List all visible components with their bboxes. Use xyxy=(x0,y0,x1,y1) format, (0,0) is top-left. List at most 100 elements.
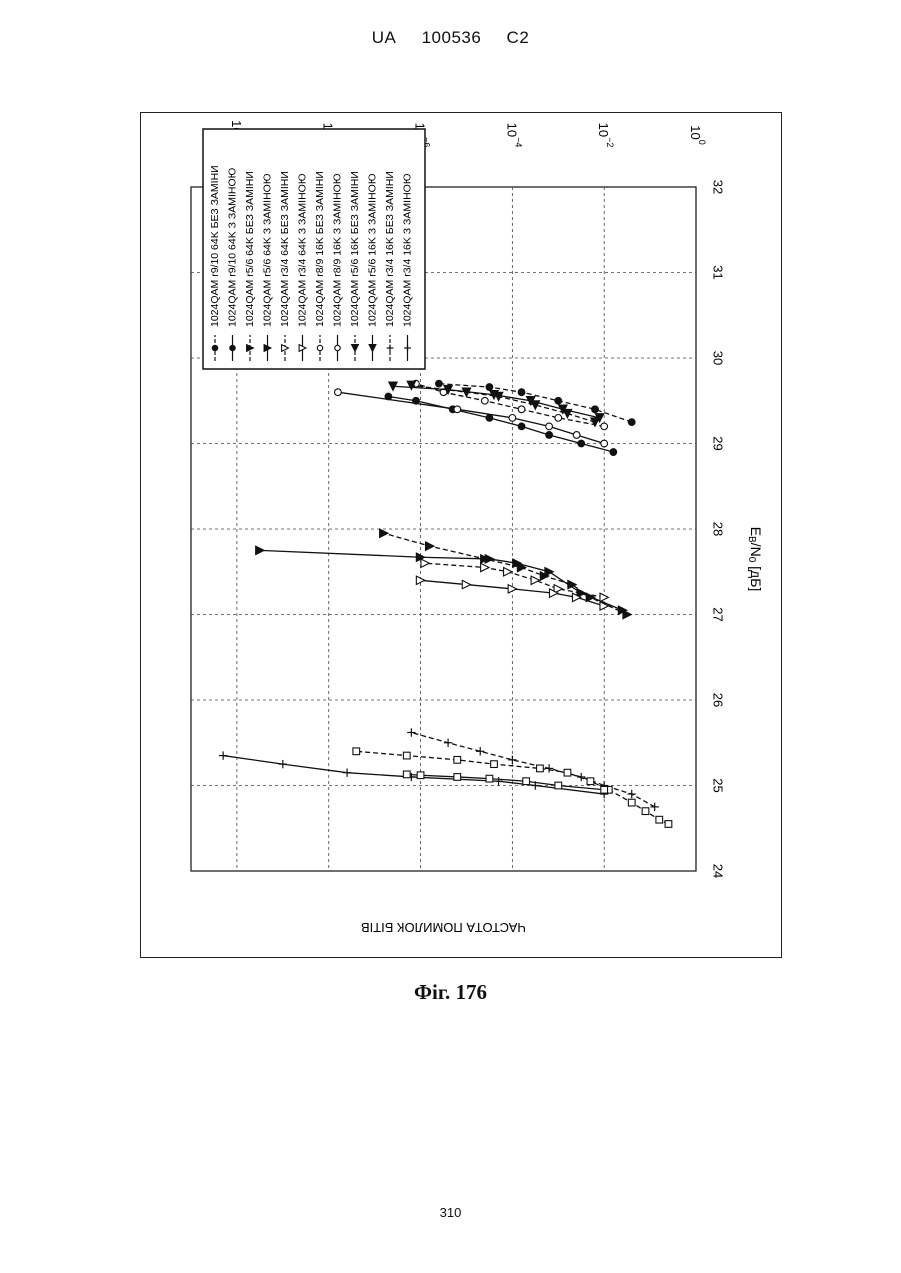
data-point xyxy=(573,432,580,439)
series-line xyxy=(425,563,604,597)
data-point xyxy=(600,593,608,601)
data-point xyxy=(642,808,649,815)
data-point xyxy=(407,728,415,736)
data-point xyxy=(436,380,443,387)
y-axis-label: ЧАСТОТА ПОМИЛОК БІТІВ xyxy=(361,920,526,935)
legend: 1024QAM r9/10 64K БЕЗ ЗАМІНИ 1024QAM r9/1… xyxy=(203,129,425,369)
data-point xyxy=(545,764,553,772)
data-point xyxy=(317,345,322,350)
data-point xyxy=(212,345,217,350)
data-point xyxy=(601,440,608,447)
legend-label: 1024QAM r3/4 64K БЕЗ ЗАМІНИ xyxy=(279,171,291,327)
data-point xyxy=(578,440,585,447)
data-point xyxy=(486,414,493,421)
data-point xyxy=(417,772,424,779)
data-point xyxy=(555,397,562,404)
data-point xyxy=(491,761,498,768)
page-number: 310 xyxy=(0,1205,901,1220)
data-point xyxy=(481,397,488,404)
legend-label: 1024QAM r5/6 16K З ЗАМІНОЮ xyxy=(367,173,379,327)
legend-label: 1024QAM r3/4 16K З ЗАМІНОЮ xyxy=(402,173,414,327)
data-point xyxy=(537,765,544,772)
series-1 xyxy=(385,393,617,455)
data-point xyxy=(601,423,608,430)
data-point xyxy=(454,774,461,781)
x-tick-label: 29 xyxy=(711,436,726,450)
data-point xyxy=(628,790,636,798)
data-point xyxy=(592,406,599,413)
data-point xyxy=(494,777,502,785)
data-point xyxy=(665,821,672,828)
legend-label: 1024QAM r8/9 16K З ЗАМІНОЮ xyxy=(332,173,344,327)
data-point xyxy=(555,414,562,421)
data-point xyxy=(444,739,452,747)
x-tick-label: 25 xyxy=(711,778,726,792)
header-kind-code: C2 xyxy=(507,28,530,47)
x-tick-label: 32 xyxy=(711,180,726,194)
data-point xyxy=(564,769,571,776)
data-point xyxy=(219,751,227,759)
data-point xyxy=(610,449,617,456)
legend-label: 1024QAM r3/4 64K З ЗАМІНОЮ xyxy=(297,173,309,327)
data-point xyxy=(454,406,461,413)
data-point xyxy=(279,760,287,768)
legend-label: 1024QAM r9/10 64K БЕЗ ЗАМІНИ xyxy=(209,165,221,327)
data-point xyxy=(504,568,512,576)
x-tick-label: 31 xyxy=(711,265,726,279)
header-country: UA xyxy=(372,28,397,47)
y-tick-label: 10−2 xyxy=(597,123,616,148)
data-point xyxy=(650,803,658,811)
legend-label: 1024QAM r5/6 16K БЕЗ ЗАМІНИ xyxy=(349,171,361,327)
data-point xyxy=(486,775,493,782)
header-patent-number: 100536 xyxy=(422,28,482,47)
data-point xyxy=(230,345,235,350)
data-point xyxy=(546,432,553,439)
data-point xyxy=(403,752,410,759)
data-point xyxy=(353,748,360,755)
document-header: UA 100536 C2 xyxy=(0,28,901,48)
data-point xyxy=(343,768,351,776)
data-point xyxy=(628,799,635,806)
data-point xyxy=(508,756,516,764)
data-point xyxy=(628,419,635,426)
data-point xyxy=(426,542,434,550)
legend-label: 1024QAM r3/4 16K БЕЗ ЗАМІНИ xyxy=(384,171,396,327)
series-line xyxy=(338,392,604,443)
data-point xyxy=(380,529,388,537)
figure-frame: 24252627282930313210010−210−410−610−810−… xyxy=(140,112,782,958)
data-point xyxy=(523,778,530,785)
x-tick-label: 28 xyxy=(711,522,726,536)
data-point xyxy=(454,756,461,763)
data-point xyxy=(486,384,493,391)
figure-caption: Фіг. 176 xyxy=(0,980,901,1005)
x-tick-label: 26 xyxy=(711,693,726,707)
data-point xyxy=(531,576,539,584)
data-point xyxy=(335,345,340,350)
data-point xyxy=(481,563,489,571)
data-point xyxy=(509,414,516,421)
data-point xyxy=(587,778,594,785)
x-axis-label: EB/N0 [дБ] xyxy=(747,527,765,592)
data-point xyxy=(403,771,410,778)
data-point xyxy=(485,555,493,563)
legend-label: 1024QAM r5/6 64K БЕЗ ЗАМІНИ xyxy=(244,171,256,327)
legend-label: 1024QAM r8/9 16K БЕЗ ЗАМІНИ xyxy=(314,171,326,327)
data-point xyxy=(555,782,562,789)
series-3 xyxy=(256,546,627,614)
x-tick-label: 27 xyxy=(711,607,726,621)
data-point xyxy=(656,816,663,823)
legend-label: 1024QAM r9/10 64K З ЗАМІНОЮ xyxy=(227,167,239,327)
legend-label: 1024QAM r5/6 64K З ЗАМІНОЮ xyxy=(262,173,274,327)
data-point xyxy=(518,423,525,430)
y-tick-label: 10−4 xyxy=(505,123,524,148)
data-point xyxy=(421,559,429,567)
data-point xyxy=(256,546,264,554)
ber-chart: 24252627282930313210010−210−410−610−810−… xyxy=(141,113,780,956)
data-point xyxy=(335,389,342,396)
data-point xyxy=(601,786,608,793)
data-point xyxy=(545,568,553,576)
series-10 xyxy=(407,728,659,811)
data-point xyxy=(518,389,525,396)
y-tick-label: 100 xyxy=(689,125,708,144)
data-point xyxy=(476,747,484,755)
